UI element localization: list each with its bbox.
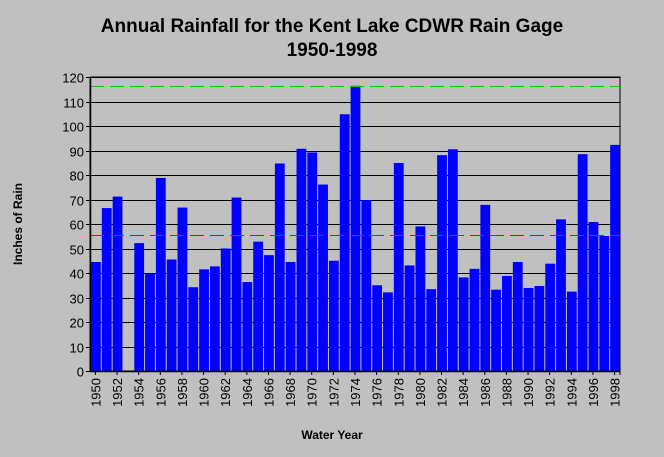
x-axis-label: Water Year (301, 428, 363, 442)
bar-1970 (307, 152, 318, 371)
bar-1968 (285, 261, 296, 371)
x-tick-label: 1992 (543, 378, 558, 407)
bar-1963 (231, 197, 242, 371)
x-tick-label: 1996 (586, 378, 601, 407)
bar-1974 (350, 85, 361, 371)
x-tick-label: 1980 (413, 378, 428, 407)
x-tick-label: 1968 (283, 378, 298, 407)
bar-1976 (372, 285, 383, 371)
x-tick-label: 1964 (240, 378, 255, 407)
bar-1977 (383, 292, 393, 371)
x-tick-label: 1974 (348, 378, 363, 407)
bar-1990 (523, 287, 534, 371)
y-tick-label: 30 (70, 292, 84, 307)
x-tick-label: 1972 (326, 378, 341, 407)
bar-1978 (393, 162, 404, 371)
bar-1956 (155, 177, 166, 371)
x-tick-label: 1984 (456, 378, 471, 407)
x-tick-label: 1966 (261, 378, 276, 407)
bar-1987 (491, 289, 502, 371)
bar-1971 (318, 184, 328, 371)
bar-1955 (145, 273, 155, 371)
bar-1958 (177, 207, 188, 371)
x-tick-label: 1956 (153, 378, 168, 407)
bar-1989 (512, 261, 523, 371)
bar-1965 (253, 241, 264, 371)
x-tick-label: 1958 (175, 378, 190, 407)
bar-1975 (361, 200, 372, 371)
x-tick-label: 1962 (218, 378, 233, 407)
bar-1957 (166, 259, 177, 371)
bar-1973 (339, 114, 350, 372)
bar-1988 (502, 275, 512, 371)
bar-1964 (242, 282, 253, 371)
bar-1991 (534, 285, 545, 371)
bar-1998 (610, 144, 620, 371)
bar-1951 (101, 208, 112, 371)
bar-1984 (458, 277, 469, 371)
bar-1980 (415, 226, 426, 371)
bar-1986 (480, 204, 491, 371)
bar-1997 (599, 236, 610, 371)
y-tick-label: 40 (70, 267, 84, 282)
bar-1981 (426, 289, 437, 371)
y-tick-label: 110 (63, 96, 84, 111)
y-tick-label: 80 (70, 169, 84, 184)
y-axis-label: Inches of Rain (11, 182, 25, 266)
bar-1966 (264, 255, 274, 371)
bar-1960 (199, 269, 209, 371)
bar-1992 (545, 263, 556, 371)
bar-1982 (437, 155, 447, 371)
y-tick-label: 20 (70, 316, 84, 331)
x-tick-label: 1986 (478, 378, 493, 407)
x-tick-label: 1954 (132, 378, 147, 407)
bar-1967 (274, 163, 285, 371)
bar-1954 (134, 243, 145, 371)
bar-1950 (91, 261, 101, 371)
chart-title: Annual Rainfall for the Kent Lake CDWR R… (100, 16, 564, 37)
x-tick-label: 1998 (608, 378, 623, 407)
x-tick-label: 1988 (499, 378, 514, 407)
bar-1961 (209, 266, 220, 371)
x-tick-label: 1982 (435, 378, 450, 407)
bar-1995 (577, 154, 588, 371)
chart-subtitle: 1950-1998 (286, 40, 378, 61)
y-tick-label: 50 (70, 243, 84, 258)
x-tick-label: 1950 (88, 378, 103, 407)
x-tick-label: 1970 (305, 378, 320, 407)
x-tick-label: 1952 (110, 378, 125, 407)
bar-1983 (447, 149, 458, 371)
x-tick-label: 1960 (197, 378, 212, 407)
y-tick-label: 60 (70, 218, 84, 233)
bar-1952 (112, 196, 123, 371)
bar-1969 (296, 148, 307, 371)
bar-1994 (566, 291, 577, 371)
y-tick-label: 90 (70, 145, 84, 160)
bar-1993 (556, 219, 566, 371)
x-tick-label: 1990 (521, 378, 536, 407)
y-tick-label: 10 (70, 341, 84, 356)
bar-1979 (404, 265, 415, 371)
bar-1985 (469, 268, 480, 371)
x-tick-label: 1976 (370, 378, 385, 407)
y-tick-label: 100 (62, 120, 84, 135)
bar-1972 (328, 260, 339, 371)
y-tick-label: 120 (62, 71, 84, 86)
y-tick-label: 70 (70, 194, 84, 209)
x-tick-label: 1994 (564, 378, 579, 407)
bar-1962 (220, 248, 231, 371)
bar-1996 (588, 222, 599, 371)
y-tick-label: 0 (77, 365, 84, 380)
x-tick-label: 1978 (391, 378, 406, 407)
bar-1959 (188, 287, 199, 371)
